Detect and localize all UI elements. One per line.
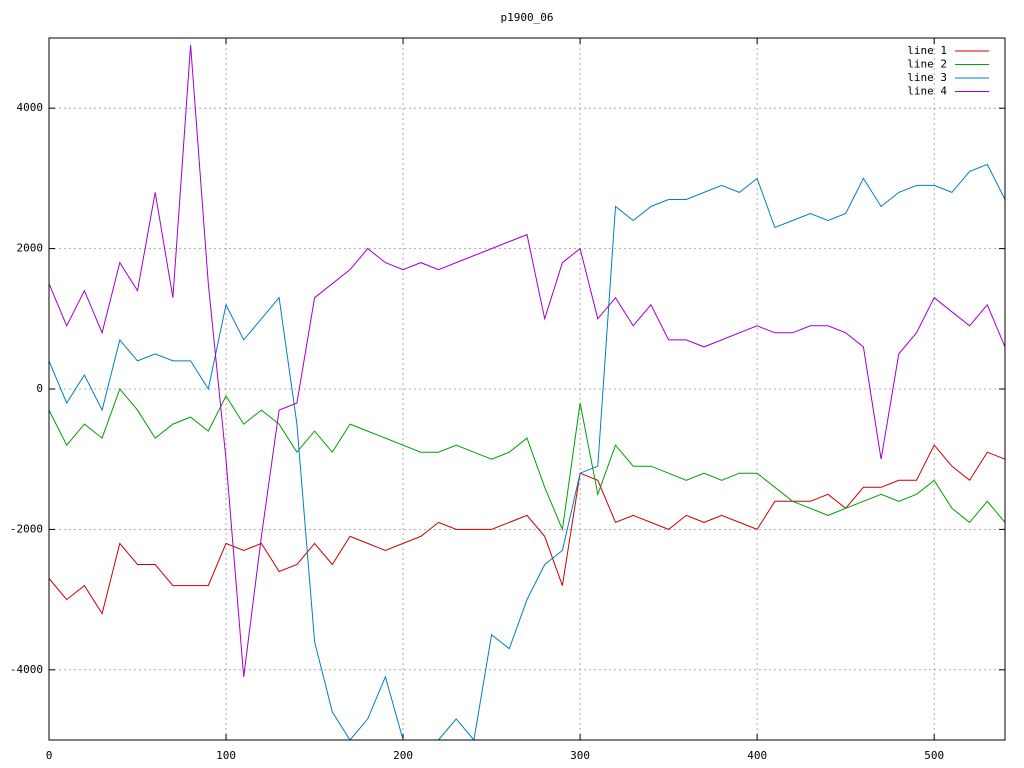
y-tick-label: -4000 [10,663,43,676]
legend-label: line 3 [907,71,947,84]
x-tick-label: 0 [46,749,53,762]
x-tick-label: 200 [393,749,413,762]
series-line [48,44,1006,677]
x-tick-label: 100 [216,749,236,762]
y-tick-label: 2000 [17,242,44,255]
plot-frame [48,37,1006,741]
y-tick-label: 0 [36,382,43,395]
series-line [48,388,1006,532]
legend-label: line 1 [907,44,947,57]
x-tick-label: 500 [924,749,944,762]
legend-label: line 4 [907,85,947,98]
series-line [48,163,1006,742]
legend-label: line 2 [907,58,947,71]
chart-title: p1900_06 [501,11,554,24]
series-line [48,444,1006,615]
x-tick-label: 300 [570,749,590,762]
y-tick-label: 4000 [17,101,44,114]
x-tick-label: 400 [747,749,767,762]
y-tick-label: -2000 [10,522,43,535]
